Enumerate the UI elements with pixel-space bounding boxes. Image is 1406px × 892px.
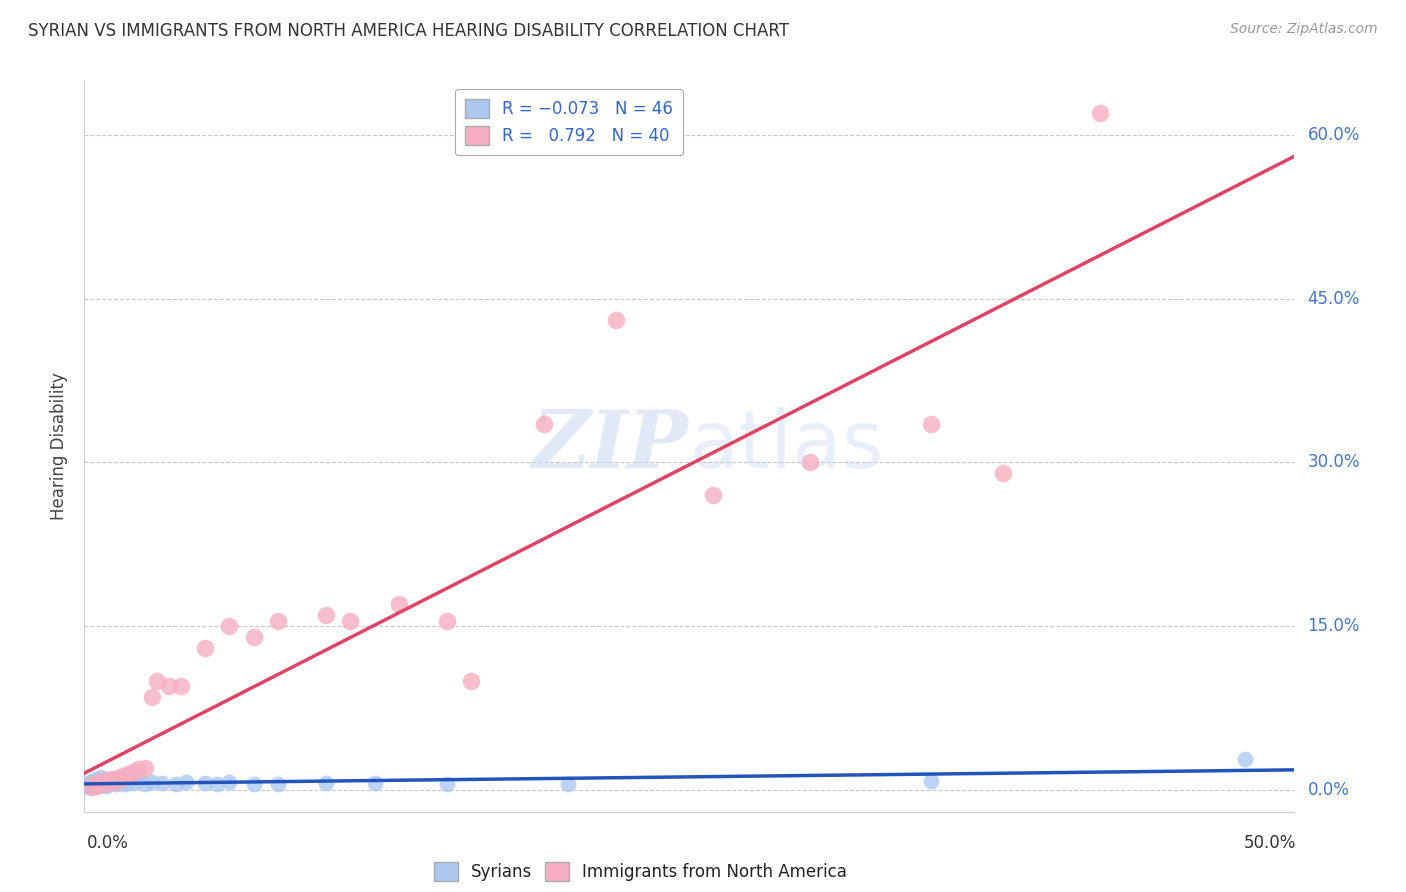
Point [80,780,103,794]
Point [207,777,229,791]
Text: SYRIAN VS IMMIGRANTS FROM NORTH AMERICA HEARING DISABILITY CORRELATION CHART: SYRIAN VS IMMIGRANTS FROM NORTH AMERICA … [28,22,789,40]
Point [90,777,112,791]
Text: 60.0%: 60.0% [1308,126,1360,144]
Point [157,679,180,693]
Point [90,770,112,784]
Point [120,767,142,781]
Point [114,777,136,791]
Point [1234,752,1257,766]
Point [134,761,156,775]
Point [920,774,942,789]
Point [799,455,821,469]
Point [77,779,100,793]
Legend: Syrians, Immigrants from North America: Syrians, Immigrants from North America [427,855,853,888]
Point [90,777,112,791]
Text: 30.0%: 30.0% [1308,453,1360,471]
Text: 15.0%: 15.0% [1308,617,1360,635]
Point [127,762,149,776]
Point [100,776,122,790]
Point [83,777,105,791]
Point [218,619,240,633]
Point [94,779,117,793]
Point [94,776,117,790]
Point [110,776,132,790]
Point [1088,106,1111,120]
Point [86,779,108,793]
Point [112,774,135,789]
Text: 0.0%: 0.0% [87,834,129,852]
Point [97,777,120,791]
Point [86,776,108,790]
Point [920,417,942,432]
Point [83,777,105,791]
Point [93,773,115,788]
Point [121,776,143,790]
Point [174,775,197,789]
Point [76,780,98,794]
Point [460,673,482,688]
Point [103,772,125,786]
Point [94,775,117,789]
Point [993,467,1015,481]
Point [146,673,169,688]
Point [107,774,129,789]
Point [242,630,264,644]
Point [150,776,173,790]
Point [86,779,108,793]
Point [103,775,125,789]
Y-axis label: Hearing Disability: Hearing Disability [51,372,69,520]
Point [80,780,103,794]
Point [557,777,579,791]
Point [97,772,120,786]
Point [110,772,132,786]
Point [141,690,163,704]
Point [114,770,136,784]
Point [267,614,290,628]
Point [127,773,149,788]
Point [218,775,240,789]
Point [93,777,115,791]
Point [117,766,139,780]
Point [436,614,458,628]
Point [267,777,290,791]
Point [315,608,337,623]
Point [339,614,361,628]
Point [436,777,458,791]
Point [100,775,122,789]
Point [315,776,337,790]
Point [97,773,120,788]
Point [107,771,129,785]
Text: Source: ZipAtlas.com: Source: ZipAtlas.com [1230,22,1378,37]
Point [87,775,110,789]
Point [388,597,411,611]
Point [165,777,187,791]
Text: 50.0%: 50.0% [1244,834,1296,852]
Point [117,775,139,789]
Text: ZIP: ZIP [531,408,689,484]
Point [86,772,108,786]
Point [194,640,217,655]
Text: 0.0%: 0.0% [1308,780,1350,799]
Point [104,777,127,791]
Point [87,779,110,793]
Point [702,488,724,502]
Point [363,776,385,790]
Text: atlas: atlas [689,407,883,485]
Point [533,417,555,432]
Point [121,765,143,780]
Point [87,774,110,789]
Point [93,774,115,789]
Point [83,775,105,789]
Point [77,776,100,790]
Point [112,769,135,783]
Point [194,776,217,790]
Text: 45.0%: 45.0% [1308,290,1360,308]
Point [141,775,163,789]
Point [605,313,627,327]
Point [134,777,156,791]
Point [80,774,103,789]
Point [104,774,127,789]
Point [242,777,264,791]
Point [170,679,193,693]
